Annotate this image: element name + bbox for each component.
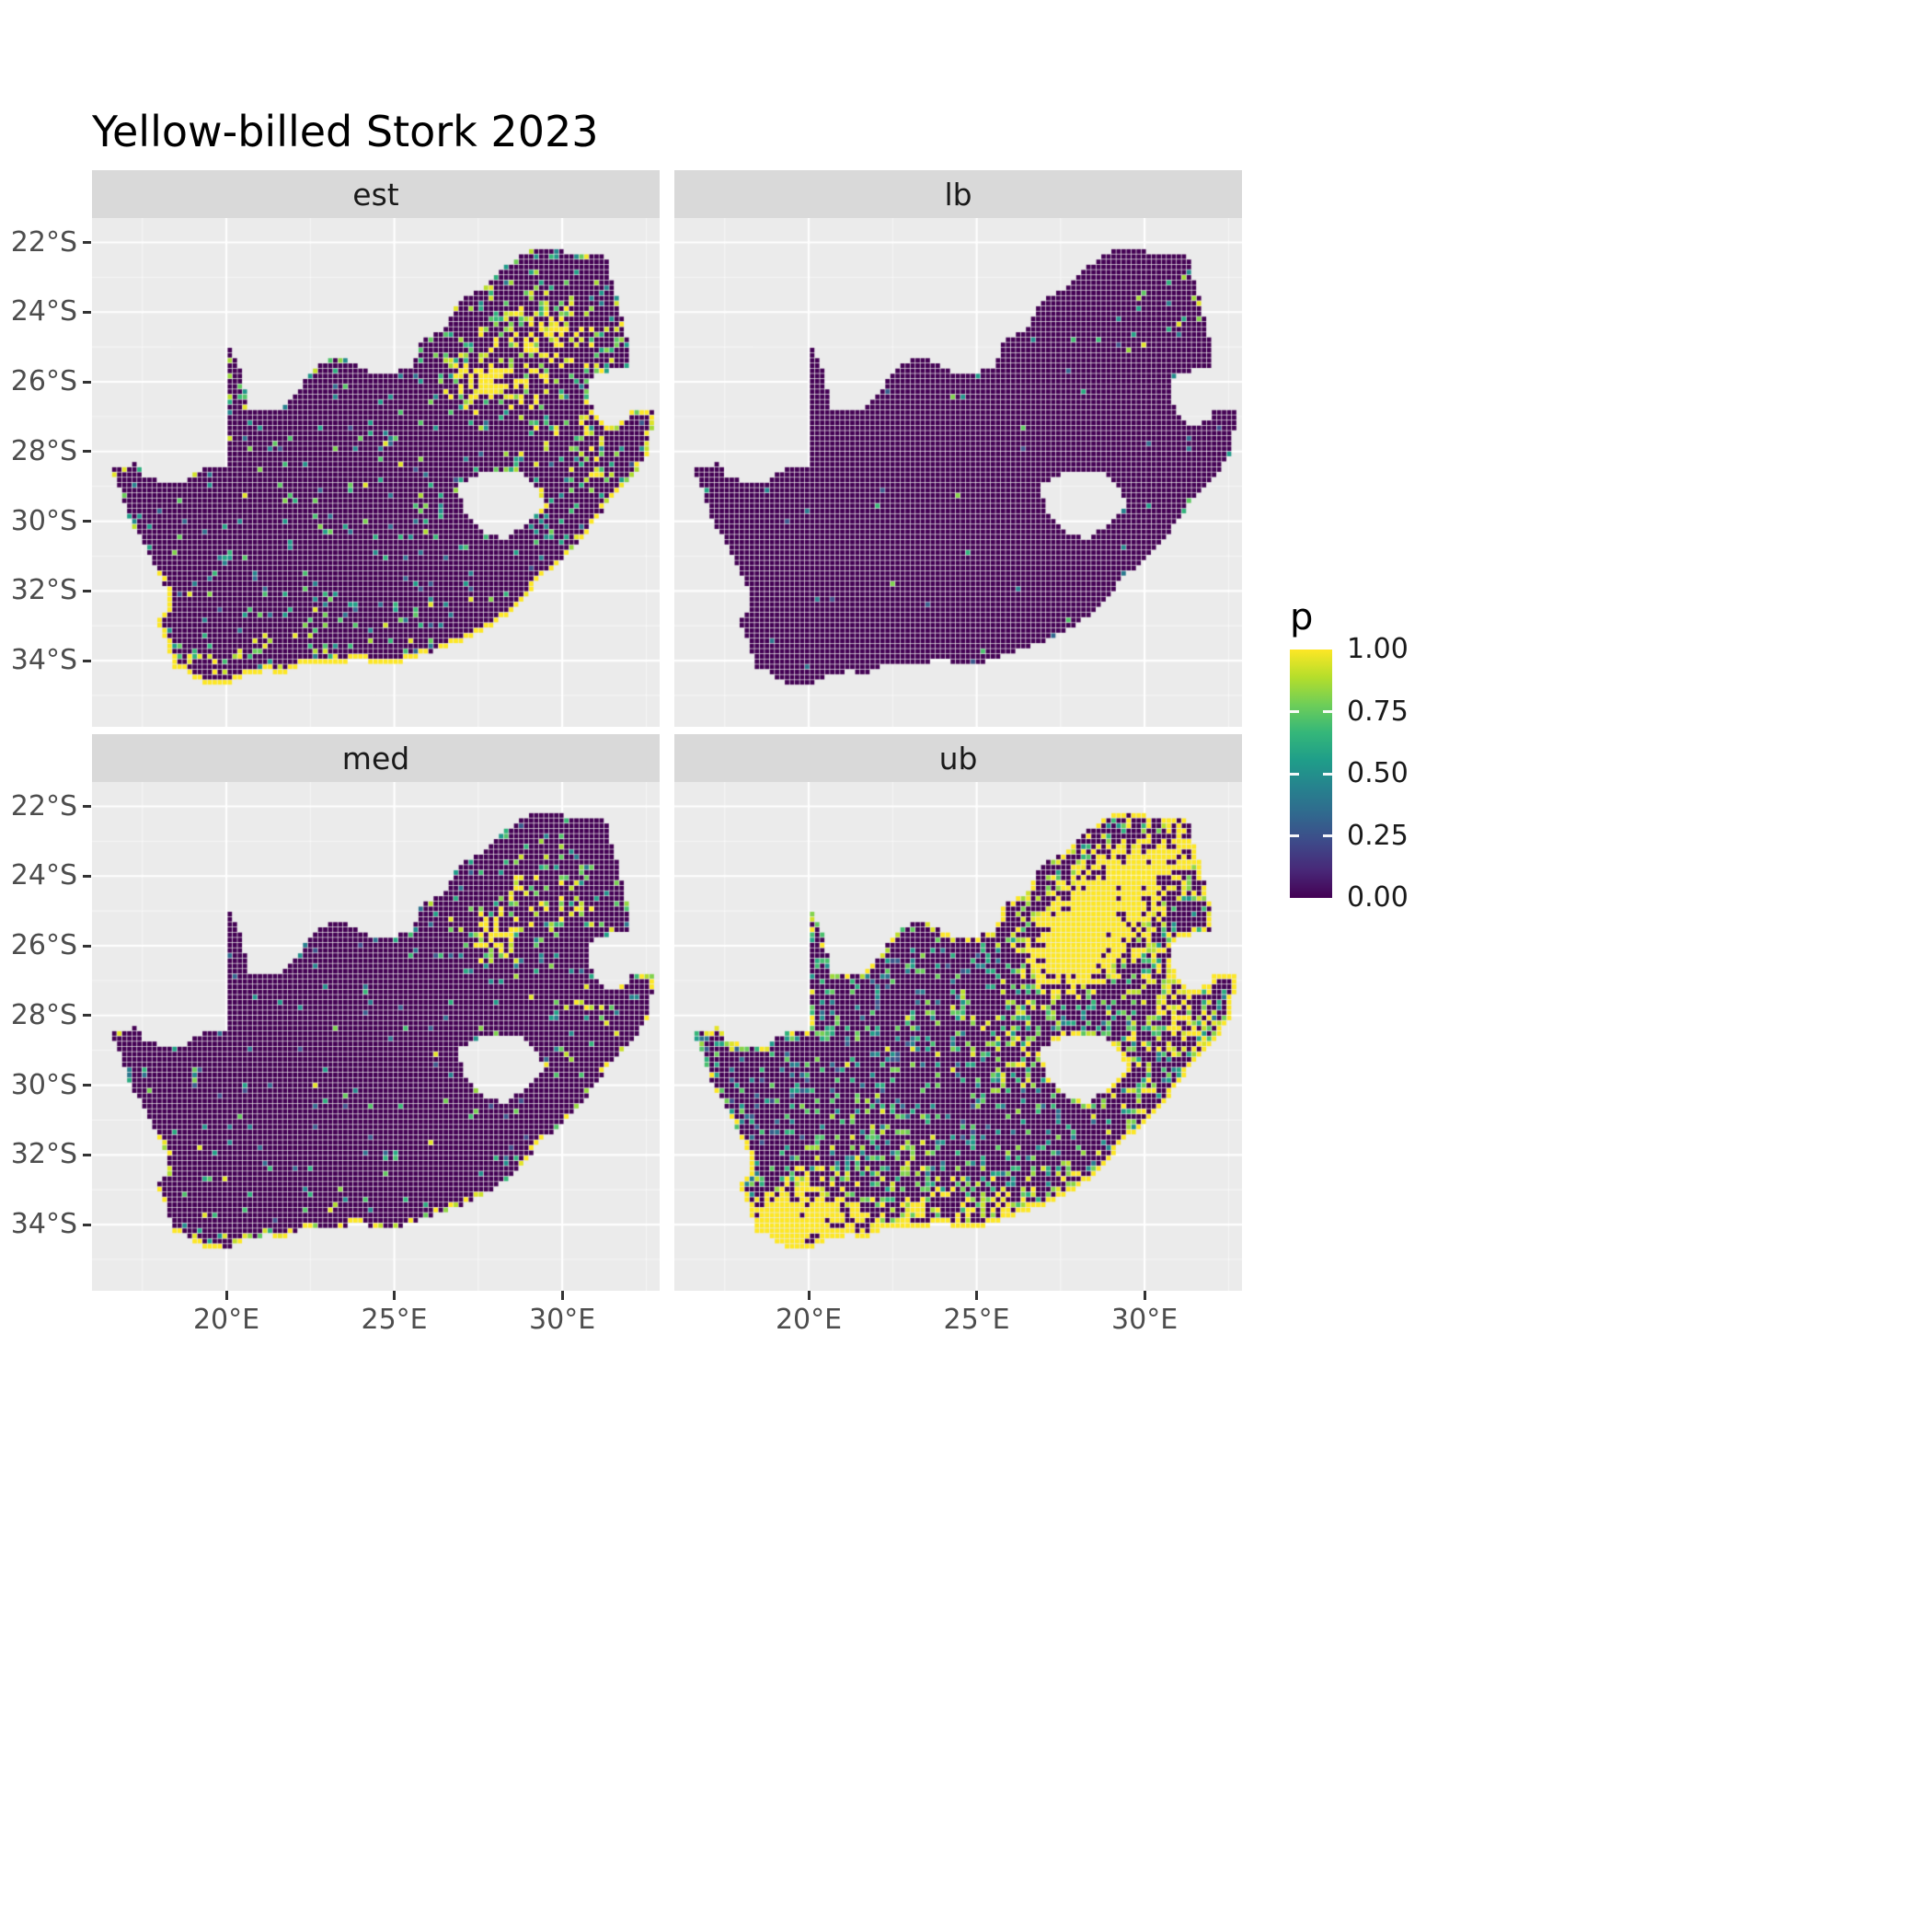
y-tick-mark bbox=[83, 589, 91, 592]
y-tick-label: 34°S bbox=[10, 644, 77, 677]
facet-panel-lb bbox=[674, 218, 1242, 727]
y-tick-mark bbox=[83, 1223, 91, 1226]
facet-strip-med: med bbox=[92, 734, 660, 782]
legend-tick-label: 0.50 bbox=[1347, 757, 1409, 789]
colorbar-tick bbox=[1323, 710, 1332, 713]
facet-panel-ub bbox=[674, 782, 1242, 1291]
plot-title: Yellow-billed Stork 2023 bbox=[92, 107, 599, 156]
y-tick-mark bbox=[83, 805, 91, 808]
x-tick-mark bbox=[560, 1291, 564, 1300]
y-tick-label: 24°S bbox=[10, 859, 77, 892]
colorbar-tick bbox=[1290, 772, 1299, 776]
x-tick-mark bbox=[1143, 1291, 1146, 1300]
facet-panel-med bbox=[92, 782, 660, 1291]
y-tick-label: 26°S bbox=[10, 929, 77, 962]
y-tick-label: 22°S bbox=[10, 789, 77, 822]
y-tick-mark bbox=[83, 310, 91, 314]
y-tick-mark bbox=[83, 944, 91, 948]
x-tick-mark bbox=[807, 1291, 811, 1300]
x-tick-label: 20°E bbox=[775, 1304, 843, 1336]
colorbar-tick bbox=[1323, 834, 1332, 837]
facet-strip-ub: ub bbox=[674, 734, 1242, 782]
x-tick-mark bbox=[975, 1291, 979, 1300]
y-tick-mark bbox=[83, 1084, 91, 1087]
y-tick-mark bbox=[83, 380, 91, 384]
x-tick-mark bbox=[393, 1291, 397, 1300]
y-tick-label: 30°S bbox=[10, 504, 77, 537]
colorbar-tick bbox=[1290, 710, 1299, 713]
legend-tick-label: 0.00 bbox=[1347, 881, 1409, 914]
y-tick-mark bbox=[83, 1014, 91, 1018]
legend-tick-label: 1.00 bbox=[1347, 633, 1409, 665]
y-tick-label: 34°S bbox=[10, 1208, 77, 1241]
colorbar-tick bbox=[1290, 834, 1299, 837]
y-tick-label: 28°S bbox=[10, 434, 77, 467]
facet-label-est: est bbox=[352, 176, 399, 213]
facet-strip-est: est bbox=[92, 170, 660, 218]
facet-label-med: med bbox=[341, 740, 410, 776]
y-tick-label: 24°S bbox=[10, 295, 77, 328]
y-tick-label: 30°S bbox=[10, 1068, 77, 1101]
y-tick-label: 32°S bbox=[10, 574, 77, 607]
x-tick-mark bbox=[224, 1291, 228, 1300]
legend-tick-label: 0.25 bbox=[1347, 819, 1409, 852]
y-tick-label: 32°S bbox=[10, 1138, 77, 1171]
y-tick-mark bbox=[83, 659, 91, 662]
y-tick-mark bbox=[83, 1153, 91, 1156]
x-tick-label: 20°E bbox=[192, 1304, 260, 1336]
facet-strip-lb: lb bbox=[674, 170, 1242, 218]
y-tick-mark bbox=[83, 520, 91, 523]
y-tick-label: 26°S bbox=[10, 365, 77, 398]
y-tick-mark bbox=[83, 450, 91, 454]
legend-title: p bbox=[1290, 596, 1314, 638]
legend-tick-label: 0.75 bbox=[1347, 695, 1409, 728]
y-tick-mark bbox=[83, 874, 91, 878]
colorbar-tick bbox=[1323, 772, 1332, 776]
x-tick-label: 25°E bbox=[361, 1304, 428, 1336]
facet-label-lb: lb bbox=[944, 176, 972, 213]
y-tick-label: 28°S bbox=[10, 998, 77, 1031]
y-tick-label: 22°S bbox=[10, 225, 77, 259]
x-tick-label: 25°E bbox=[943, 1304, 1010, 1336]
x-tick-label: 30°E bbox=[1111, 1304, 1179, 1336]
facet-panel-est bbox=[92, 218, 660, 727]
y-tick-mark bbox=[83, 241, 91, 244]
x-tick-label: 30°E bbox=[529, 1304, 596, 1336]
facet-label-ub: ub bbox=[938, 740, 978, 776]
